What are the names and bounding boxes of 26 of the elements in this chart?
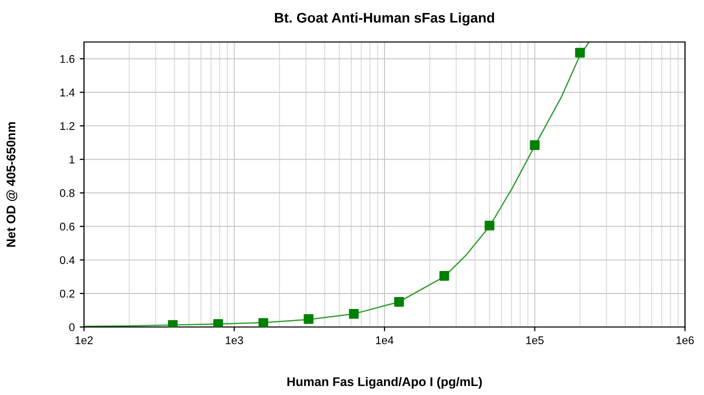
y-tick-label: 0.8: [60, 189, 74, 198]
y-tick-label: 1: [70, 156, 74, 164]
point: [439, 271, 450, 281]
y-tick-label: 1.2: [60, 122, 74, 130]
y-tick-label: 1.4: [60, 88, 75, 96]
y-tick-label: 0: [69, 323, 75, 332]
point: [575, 48, 585, 58]
x-tick-label: 1e3: [226, 336, 244, 344]
point: [304, 314, 314, 324]
x-tick-label: 1e5: [526, 336, 544, 344]
y-tick-label: 0.4: [60, 256, 75, 264]
x-tick-label: 1e4: [376, 336, 394, 344]
point: [394, 296, 404, 307]
y-tick-label: 0.6: [60, 222, 74, 231]
x-tick-label: 1e6: [676, 336, 694, 344]
point: [530, 140, 540, 150]
y-axis-title: Net OD @ 405-650nm: [6, 122, 18, 247]
y-tick-label: 1.6: [60, 55, 74, 63]
point: [213, 319, 223, 327]
chart-title: Bt. Goat Anti-Human sFas Ligand: [274, 12, 494, 26]
x-axis-title: Human Fas Ligand/Apo I (pg/mL): [287, 376, 482, 389]
point: [258, 318, 268, 327]
y-tick-label: 0.2: [60, 290, 74, 298]
point: [484, 220, 494, 230]
x-tick-label: 1e2: [76, 336, 93, 344]
point: [348, 309, 359, 319]
